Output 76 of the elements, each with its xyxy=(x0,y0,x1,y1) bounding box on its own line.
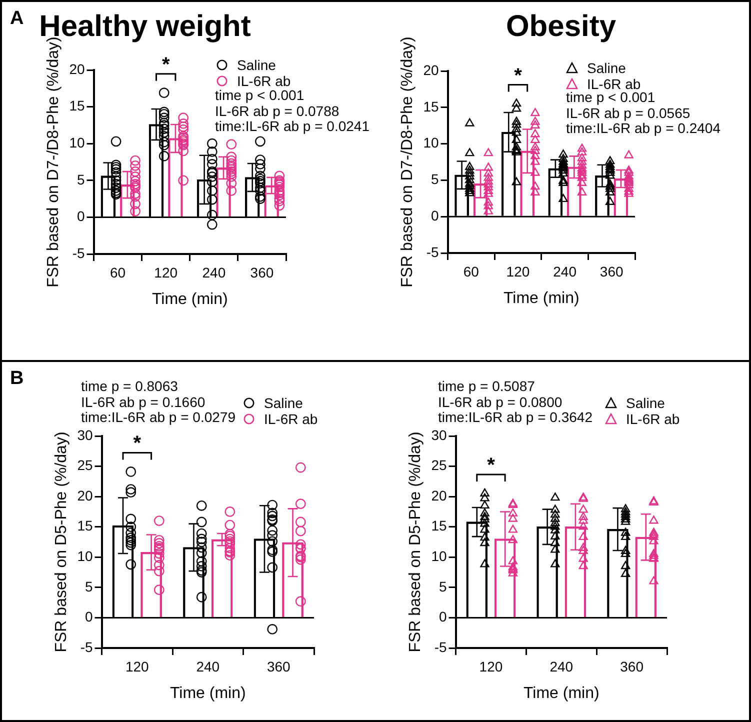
y-tick-label: -5 xyxy=(434,638,447,655)
y-tick-label: 10 xyxy=(69,134,85,150)
legend-label: IL-6R ab xyxy=(264,411,318,427)
legend-label: IL-6R ab xyxy=(587,76,641,92)
annotation: * xyxy=(133,432,142,455)
x-tick-label: 240 xyxy=(553,263,577,280)
chart-title: Obesity xyxy=(506,10,616,44)
x-axis-title: Time (min) xyxy=(503,290,580,307)
x-tick-label: 360 xyxy=(600,263,624,280)
y-tick-label: 5 xyxy=(430,171,439,188)
x-tick-label: 60 xyxy=(463,263,480,280)
y-tick-label: 15 xyxy=(69,98,85,114)
y-tick-label: 25 xyxy=(77,457,93,474)
x-axis-title: Time (min) xyxy=(170,684,246,702)
y-tick-label: 15 xyxy=(77,518,93,534)
legend-label: IL-6R ab xyxy=(237,73,291,89)
y-tick-label: 20 xyxy=(69,60,85,77)
text: IL-6R ab p = 0.1660 xyxy=(81,394,206,410)
y-tick-label: -5 xyxy=(72,244,85,261)
legend-label: Saline xyxy=(587,60,626,76)
legend-label: Saline xyxy=(626,395,665,411)
x-axis-title: Time (min) xyxy=(523,684,600,702)
y-tick-label: 0 xyxy=(430,207,439,224)
annotation: IL-6R ab p = 0.0788 xyxy=(215,102,340,118)
y-tick-label: 20 xyxy=(77,487,93,504)
text: time p = 0.8063 xyxy=(81,378,178,394)
y-tick-label: 25 xyxy=(431,457,447,474)
annotation: * xyxy=(487,454,496,477)
text: time p = 0.5087 xyxy=(438,378,535,394)
y-tick-label: -5 xyxy=(426,244,439,260)
x-tick-label: 240 xyxy=(202,264,226,280)
y-tick-label: 10 xyxy=(77,548,93,564)
x-tick-label: 120 xyxy=(154,264,178,280)
y-tick-label: 0 xyxy=(76,208,85,224)
y-axis-title: FSR based on D5-Phe (%/day) xyxy=(407,432,424,652)
y-tick-label: 15 xyxy=(423,98,439,114)
x-tick-label: 240 xyxy=(550,658,574,674)
x-tick-label: 240 xyxy=(196,658,220,674)
legend-label: Saline xyxy=(264,395,303,411)
y-axis-title: FSR based on D5-Phe (%/day) xyxy=(53,432,70,652)
annotation: time:IL-6R ab p = 0.2404 xyxy=(566,120,720,136)
annotation: IL-6R ab p = 0.0565 xyxy=(566,104,690,120)
y-tick-label: 30 xyxy=(77,426,93,443)
text: time:IL-6R ab p = 0.3642 xyxy=(438,409,592,425)
annotation: * xyxy=(514,64,522,87)
x-axis-title: Time (min) xyxy=(152,290,228,308)
text: A xyxy=(10,8,24,30)
y-tick-label: 0 xyxy=(84,608,93,625)
x-tick-label: 120 xyxy=(506,263,530,280)
y-tick-label: 0 xyxy=(438,608,447,625)
text: B xyxy=(10,368,24,390)
y-tick-label: 5 xyxy=(438,578,447,594)
x-tick-label: 360 xyxy=(266,658,291,674)
x-tick-label: 360 xyxy=(620,658,644,674)
annotation: time p < 0.001 xyxy=(215,87,304,103)
y-tick-label: 30 xyxy=(431,426,447,443)
y-tick-label: -5 xyxy=(80,638,93,655)
annotation: * xyxy=(162,54,170,76)
x-tick-label: 360 xyxy=(250,264,274,280)
legend-label: IL-6R ab xyxy=(626,411,680,427)
y-tick-label: 20 xyxy=(423,62,439,78)
annotation: time:IL-6R ab p = 0.0241 xyxy=(215,118,370,134)
y-tick-label: 15 xyxy=(431,518,447,534)
x-tick-label: 60 xyxy=(110,264,126,280)
y-tick-label: 20 xyxy=(431,487,447,504)
y-tick-label: 10 xyxy=(423,134,439,151)
x-tick-label: 120 xyxy=(479,658,503,674)
annotation: time p < 0.001 xyxy=(566,89,656,105)
y-tick-label: 10 xyxy=(431,548,447,564)
y-axis-title: FSR based on D7-/D8-Phe (%/day) xyxy=(399,36,416,288)
y-tick-label: 5 xyxy=(76,171,85,188)
y-tick-label: 5 xyxy=(84,578,93,594)
text: IL-6R ab p = 0.0800 xyxy=(438,394,562,410)
legend-label: Saline xyxy=(237,57,276,73)
text: time:IL-6R ab p = 0.0279 xyxy=(81,409,236,425)
x-tick-label: 120 xyxy=(125,658,150,674)
